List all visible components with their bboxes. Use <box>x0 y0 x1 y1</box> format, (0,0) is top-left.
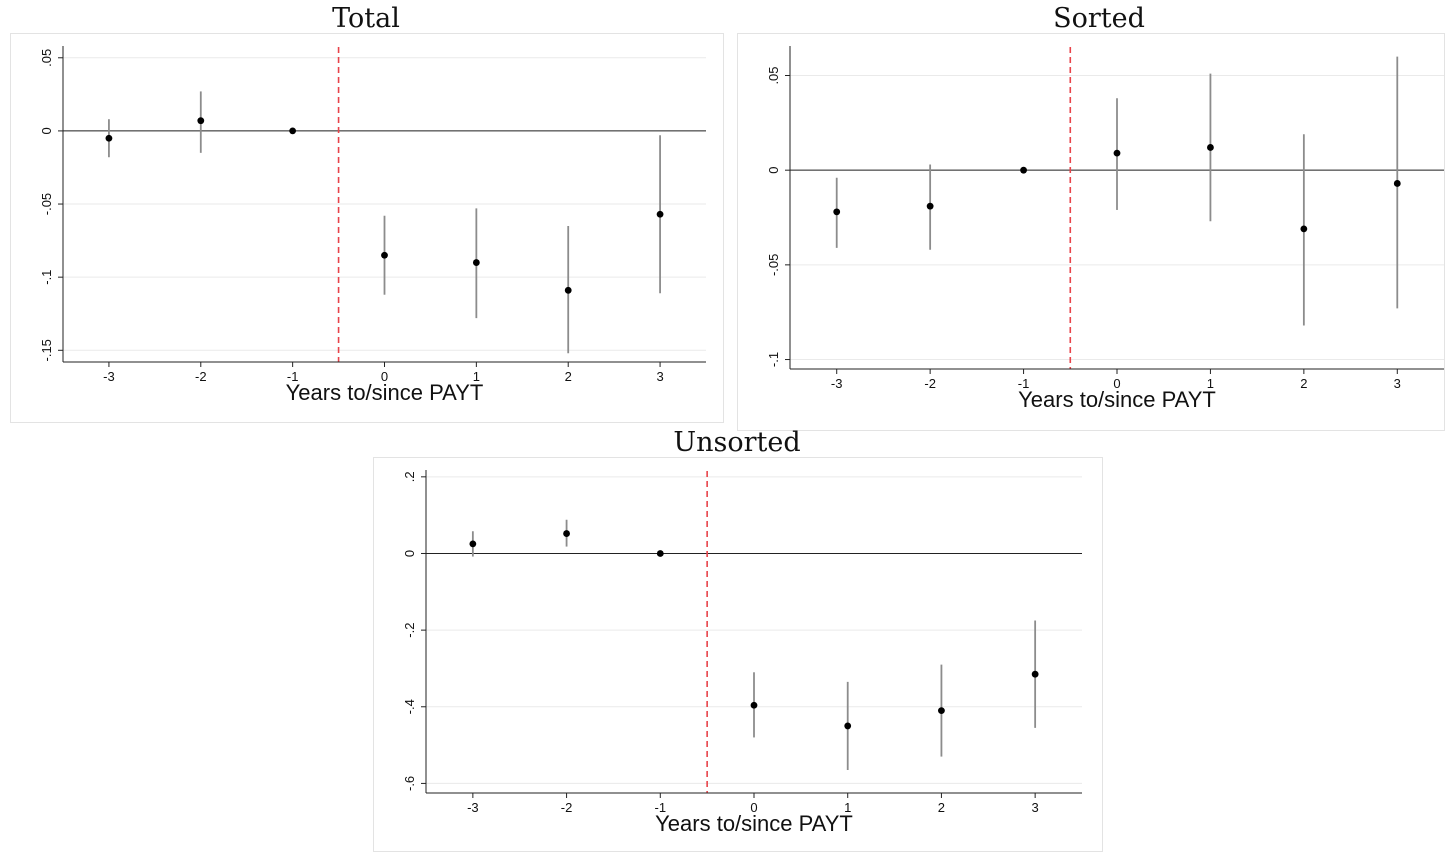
unsorted-xtick-label: -2 <box>561 800 573 815</box>
sorted-xtick-label: -3 <box>831 376 843 391</box>
unsorted-xtick-label: -3 <box>467 800 479 815</box>
chart-panel-unsorted: .2 0 -.2 -.4 -.6 -3 -2 -1 0 1 2 3 Years to/since PAY… <box>373 457 1103 852</box>
sorted-data-point <box>833 208 841 216</box>
sorted-ytick-label: -.05 <box>766 254 781 276</box>
total-data-point <box>564 286 572 294</box>
sorted-xtick-label: 2 <box>1300 376 1307 391</box>
sorted-xtick-label: -2 <box>924 376 936 391</box>
unsorted-ytick-label: -.2 <box>402 623 417 638</box>
sorted-data-point <box>1300 225 1308 233</box>
unsorted-xtick-label: -1 <box>655 800 667 815</box>
unsorted-ytick-label: -.6 <box>402 776 417 791</box>
sorted-xtick-label: 1 <box>1207 376 1214 391</box>
chart-unsorted: .2 0 -.2 -.4 -.6 -3 -2 -1 0 1 2 3 Years to/since PAY… <box>402 470 1082 836</box>
chart-title-total: Total <box>332 3 400 34</box>
sorted-xtick-label: 3 <box>1394 376 1401 391</box>
unsorted-xtick-label: 2 <box>938 800 945 815</box>
total-xtick-label: 3 <box>656 369 663 384</box>
sorted-ytick-label: .05 <box>766 66 781 84</box>
unsorted-data-point <box>469 540 477 548</box>
unsorted-data-point <box>656 550 664 557</box>
unsorted-xtick-label: 3 <box>1032 800 1039 815</box>
unsorted-x-axis-title: Years to/since PAYT <box>655 811 853 836</box>
total-data-point <box>105 134 113 142</box>
total-ytick-label: -.05 <box>39 193 54 215</box>
total-xtick-label: -3 <box>103 369 115 384</box>
total-ytick-label: 0 <box>39 127 54 134</box>
total-data-point <box>381 251 388 259</box>
sorted-ytick-label: 0 <box>766 167 781 174</box>
sorted-ytick-label: -.1 <box>766 352 781 367</box>
sorted-x-axis-title: Years to/since PAYT <box>1018 387 1216 412</box>
total-data-point <box>656 210 664 218</box>
chart-title-unsorted: Unsorted <box>673 427 801 458</box>
unsorted-ytick-label: 0 <box>402 550 417 557</box>
total-xtick-label: -2 <box>195 369 207 384</box>
chart-sorted: .05 0 -.05 -.1 -3 -2 -1 0 1 2 3 Years to/since PAYT <box>766 46 1444 412</box>
chart-panel-sorted: .05 0 -.05 -.1 -3 -2 -1 0 1 2 3 Years to/since PAYT <box>737 33 1445 431</box>
chart-panel-total: .05 0 -.05 -.1 -.15 -3 -2 -1 0 1 2 3 Years to/since … <box>10 33 724 423</box>
sorted-data-point <box>1393 180 1401 187</box>
unsorted-ytick-label: -.4 <box>402 699 417 714</box>
chart-total: .05 0 -.05 -.1 -.15 -3 -2 -1 0 1 2 3 Years to/since … <box>39 46 706 405</box>
total-ytick-label: .05 <box>39 49 54 67</box>
total-ytick-label: -.15 <box>39 339 54 361</box>
unsorted-data-point <box>563 530 570 537</box>
sorted-data-point <box>1113 149 1121 157</box>
unsorted-xtick-label: 1 <box>844 800 851 815</box>
chart-title-sorted: Sorted <box>1053 3 1145 34</box>
total-xtick-label: 0 <box>381 369 388 384</box>
unsorted-data-point <box>938 707 945 715</box>
sorted-data-point <box>1207 144 1214 151</box>
total-data-point <box>197 117 205 125</box>
total-xtick-label: 2 <box>565 369 572 384</box>
sorted-xtick-label: 0 <box>1113 376 1120 391</box>
unsorted-data-point <box>1031 670 1039 678</box>
unsorted-xtick-label: 0 <box>750 800 757 815</box>
sorted-data-point <box>1020 166 1027 174</box>
unsorted-data-point <box>750 701 758 709</box>
total-data-point <box>472 259 480 266</box>
total-xtick-label: 1 <box>473 369 480 384</box>
unsorted-ytick-label: .2 <box>402 471 417 482</box>
total-xtick-label: -1 <box>287 369 299 384</box>
total-data-point <box>289 127 297 135</box>
unsorted-data-point <box>844 722 852 730</box>
sorted-xtick-label: -1 <box>1018 376 1030 391</box>
sorted-data-point <box>926 202 934 210</box>
total-x-axis-title: Years to/since PAYT <box>286 380 484 405</box>
total-ytick-label: -.1 <box>39 270 54 285</box>
